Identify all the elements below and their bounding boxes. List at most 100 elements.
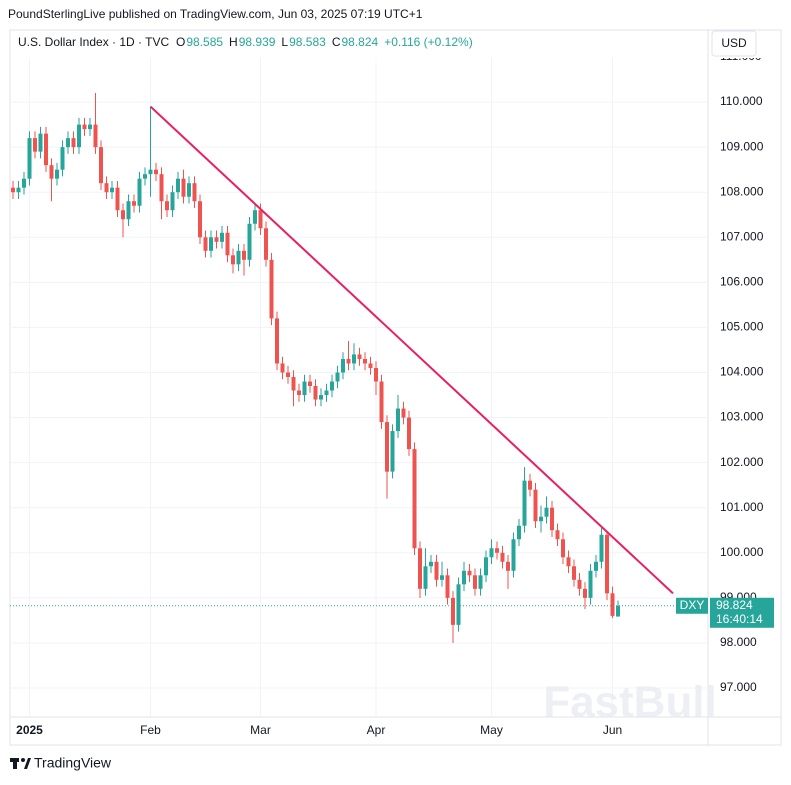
candle-body — [280, 363, 285, 373]
candle-body — [170, 192, 175, 211]
candle-body — [275, 318, 279, 364]
candle-body — [379, 381, 384, 423]
candle-body — [385, 422, 389, 472]
candle-body — [115, 187, 120, 211]
y-tick-label: 111.000 — [720, 49, 762, 63]
x-tick-label: Jun — [603, 723, 622, 737]
change-label: +0.116 (+0.12%) — [384, 35, 473, 49]
y-tick-label: 106.000 — [720, 275, 764, 289]
candle-body — [517, 525, 521, 540]
x-axis: 2025 Feb Mar Apr May Jun — [16, 723, 622, 737]
candle-body — [324, 390, 329, 396]
candle-body — [319, 395, 323, 400]
footer-logo — [10, 758, 31, 769]
candle-body — [473, 575, 477, 589]
candle-body — [16, 187, 21, 193]
candle-body — [143, 174, 147, 179]
watermark: FastBull — [543, 678, 717, 727]
candle-body — [27, 138, 32, 179]
candle-body — [423, 566, 428, 589]
candle-body — [71, 138, 76, 148]
candle-body — [335, 372, 340, 382]
y-tick-label: 108.000 — [720, 184, 764, 198]
candle-body — [368, 363, 373, 368]
legend-value: 98.939 — [239, 35, 276, 49]
candle-body — [484, 557, 488, 576]
candle-body — [154, 169, 158, 175]
candle-body — [390, 431, 395, 472]
candle-body — [434, 561, 439, 580]
candle-body — [544, 507, 549, 517]
y-tick-label: 110.000 — [720, 94, 763, 108]
candle-body — [176, 178, 180, 193]
candle-body — [478, 575, 483, 589]
candle-body — [66, 138, 70, 148]
candle-body — [550, 507, 554, 531]
candle-body — [126, 201, 131, 220]
candle-body — [203, 237, 208, 251]
candle-body — [137, 178, 142, 206]
legend-letter: L — [281, 35, 288, 49]
candle-body — [616, 605, 620, 617]
currency-button[interactable] — [711, 30, 757, 57]
candle-body — [522, 480, 527, 526]
x-tick-label: Apr — [367, 723, 386, 737]
candle-body — [352, 354, 356, 364]
candle-body — [462, 570, 466, 585]
candle-body — [539, 516, 543, 522]
candle-body — [242, 250, 246, 260]
candle-body — [258, 210, 263, 229]
candle-body — [599, 534, 604, 562]
candle-body — [583, 588, 587, 598]
candle-body — [528, 480, 532, 490]
candle-body — [412, 449, 417, 549]
candle-body — [577, 579, 582, 589]
candle-body — [269, 259, 274, 319]
candle-body — [555, 530, 560, 540]
candle-body — [44, 133, 48, 166]
candle-body — [33, 138, 37, 152]
candle-body — [506, 561, 510, 571]
candle-body — [88, 124, 92, 130]
candle-body — [297, 390, 301, 396]
candle-body — [77, 124, 81, 148]
candle-body — [110, 187, 114, 193]
legend-letter: O — [176, 35, 185, 49]
grid — [10, 58, 708, 717]
candle-body — [99, 147, 103, 184]
candle-body — [236, 250, 241, 265]
candle-body — [308, 381, 312, 387]
y-tick-label: 97.000 — [720, 680, 757, 694]
candle-body — [104, 183, 109, 193]
legend-letter: C — [332, 35, 341, 49]
candle-body — [82, 124, 87, 130]
candle-body — [605, 534, 609, 594]
last-price: 98.824 — [716, 598, 753, 612]
candle-body — [264, 228, 268, 260]
chart-frame — [9, 29, 782, 746]
legend-value: 98.583 — [289, 35, 326, 49]
candle-body — [187, 183, 191, 197]
candle-body — [456, 584, 461, 625]
candle-body — [192, 183, 197, 202]
currency[interactable]: USD — [721, 36, 747, 50]
candle-body — [214, 237, 219, 242]
x-tick-label: Feb — [140, 723, 161, 737]
candle-body — [93, 124, 98, 148]
candle-body — [363, 358, 367, 364]
candle-body — [418, 548, 422, 589]
logo-part — [24, 758, 31, 769]
candle-body — [330, 381, 334, 391]
candle-body — [610, 593, 615, 616]
y-tick-label: 102.000 — [720, 455, 764, 469]
candle-body — [572, 566, 576, 580]
candle-body — [247, 223, 252, 260]
symbol-label: U.S. Dollar Index · 1D · TVC — [18, 35, 169, 49]
candle-body — [429, 561, 433, 567]
candle-body — [198, 201, 202, 238]
y-tick-label: 100.000 — [720, 545, 764, 559]
candle-body — [231, 255, 235, 265]
logo-part — [21, 758, 25, 762]
y-tick-label: 107.000 — [720, 229, 764, 243]
